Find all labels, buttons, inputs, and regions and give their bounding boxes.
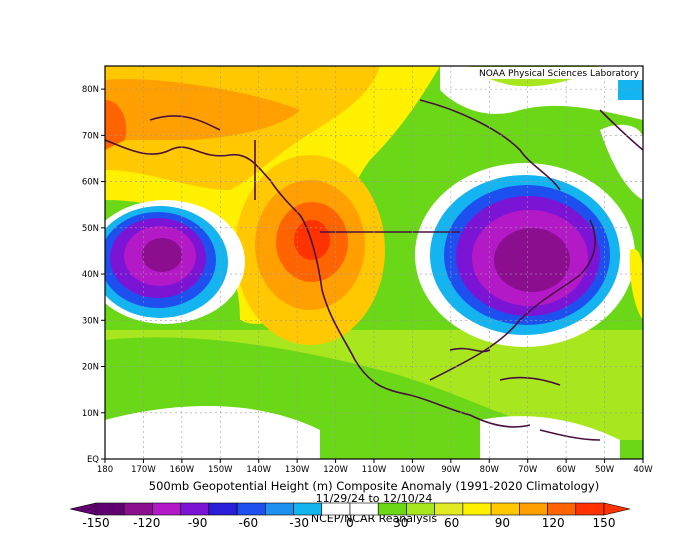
lat-tick-label: 60N [82,178,99,188]
colorbar-segment [152,502,181,516]
longitude-ticks: 180 170W 160W 150W 140W 130W 120W 110W 100W 90W 80… [97,459,653,475]
lon-tick-label: 50W [595,465,615,475]
colorbar-label: -150 [82,516,109,530]
colorbar-segment [575,502,605,516]
colorbar-segment [377,502,407,516]
colorbar-segment [547,502,577,516]
lon-tick-label: 130W [285,465,310,475]
date-range: 11/29/24 to 12/10/24 [316,492,433,505]
latitude-ticks: EQ 10N 20N 30N 40N 50N 60N 70N 80N [82,85,105,465]
colorbar-label: 150 [593,516,616,530]
colorbar-segment [95,502,125,516]
colorbar [69,502,631,516]
lat-tick-label: 80N [82,85,99,95]
coastlines [105,99,643,441]
colorbar-segment [208,502,238,516]
lat-tick-label: 40N [82,270,99,280]
colorbar-label: 60 [444,516,459,530]
credit-text: NOAA Physical Sciences Laboratory [479,69,640,79]
colorbar-label: 0 [346,516,354,530]
colorbar-segment [293,502,323,516]
colorbar-label: -90 [188,516,208,530]
lat-tick-label: 30N [82,316,99,326]
anomaly-field [105,66,643,459]
lon-tick-label: 80W [480,465,500,475]
lon-tick-label: 140W [246,465,271,475]
colorbar-min-arrow [69,502,97,516]
lon-tick-label: 180 [97,465,113,475]
lat-tick-label: 10N [82,409,99,419]
colorbar-segment [123,502,153,516]
colorbar-segment [349,502,379,516]
lon-tick-label: 70W [518,465,538,475]
colorbar-segment [406,502,435,516]
lat-tick-label: 50N [82,224,99,234]
lon-tick-label: 90W [441,465,461,475]
colorbar-label: -30 [289,516,309,530]
colorbar-segment [519,502,548,516]
lon-tick-label: 160W [170,465,195,475]
lat-tick-label: EQ [87,455,99,465]
map-title: 500mb Geopotential Height (m) Composite … [149,479,599,493]
credit-box [458,67,642,79]
lon-tick-label: 110W [362,465,387,475]
lat-tick-label: 20N [82,363,99,373]
colorbar-segment [265,502,294,516]
colorbar-segment [236,502,266,516]
colorbar-segment [434,502,464,516]
lon-tick-label: 60W [557,465,577,475]
colorbar-segment [321,502,351,516]
graticule [105,66,643,459]
lon-tick-label: 170W [131,465,156,475]
colorbar-segment [180,502,210,516]
colorbar-label: -120 [133,516,160,530]
colorbar-segment [490,502,520,516]
colorbar-labels: -150 -120 -90 -60 -30 0 30 60 90 120 150 [82,516,615,530]
colorbar-label: -60 [239,516,259,530]
lat-tick-label: 70N [82,131,99,141]
colorbar-label: 90 [495,516,510,530]
lon-tick-label: 150W [208,465,233,475]
colorbar-label: 30 [393,516,408,530]
colorbar-label: 120 [542,516,565,530]
lon-tick-label: 40W [633,465,653,475]
lon-tick-label: 120W [323,465,348,475]
colorbar-max-arrow [603,502,631,516]
colorbar-segment [462,502,492,516]
lon-tick-label: 100W [400,465,425,475]
